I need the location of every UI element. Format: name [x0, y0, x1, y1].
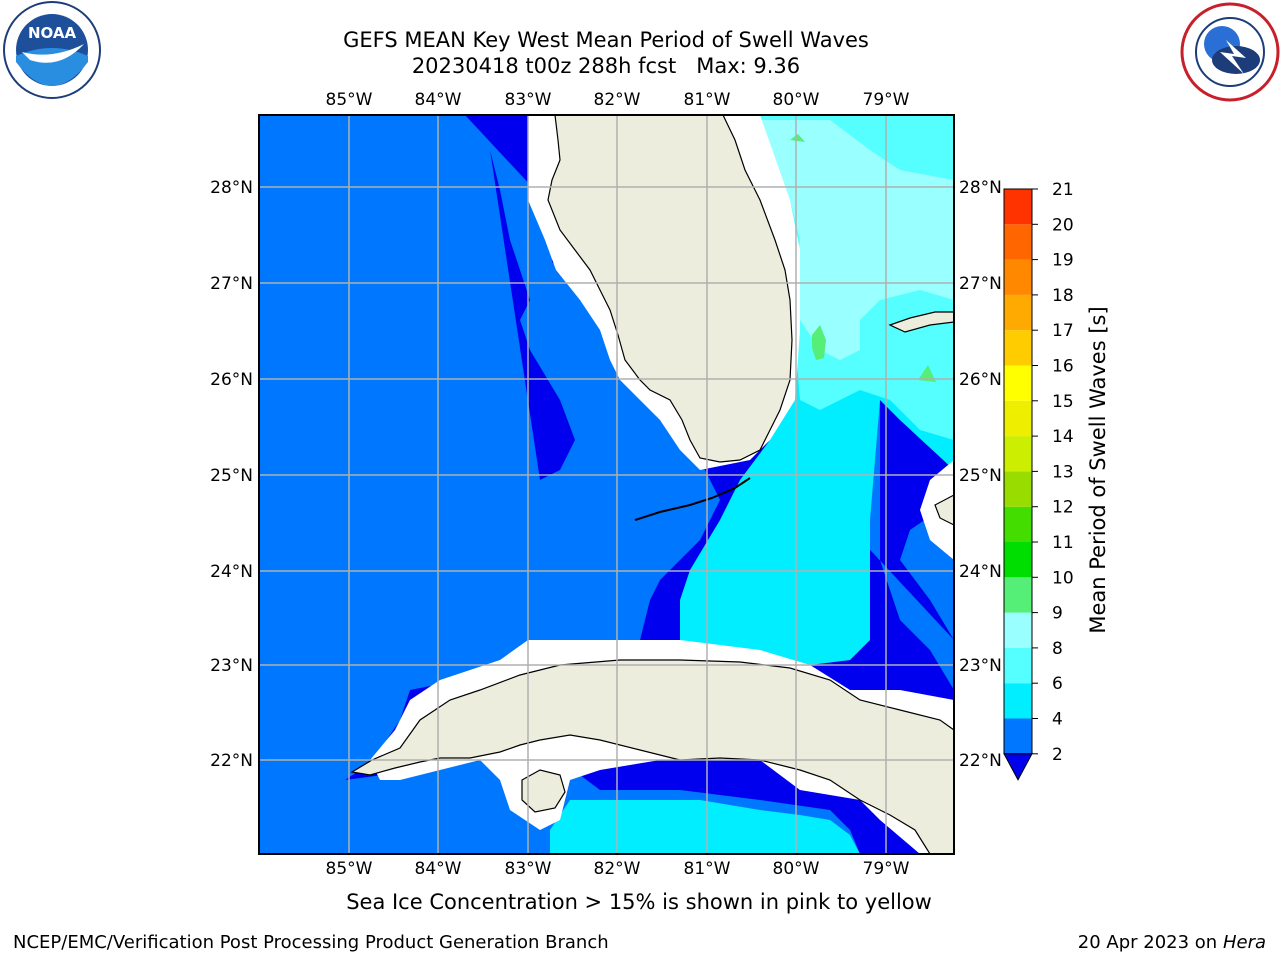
cuba-land	[350, 659, 954, 854]
colorbar-band	[1004, 718, 1032, 754]
bahamas-andros	[934, 494, 954, 526]
zone-9-10s-a	[812, 325, 826, 360]
lon-label-bottom: 82°W	[594, 859, 641, 879]
colorbar-tick-label: 9	[1052, 604, 1063, 624]
colorbar-band	[1004, 683, 1032, 719]
colorbar-band	[1004, 577, 1032, 613]
lat-label-right: 24°N	[959, 562, 1002, 582]
colorbar-band	[1004, 647, 1032, 684]
lat-labels-right: 28°N 27°N 26°N 25°N 24°N 23°N 22°N	[959, 178, 1002, 771]
lon-label-bottom: 80°W	[773, 859, 820, 879]
colorbar-band	[1004, 471, 1032, 507]
florida-land	[547, 115, 793, 463]
lon-label-top: 85°W	[326, 90, 373, 110]
zone-8-9s	[760, 120, 954, 360]
lat-label-left: 27°N	[210, 274, 253, 294]
lat-label-left: 23°N	[210, 656, 253, 676]
lon-label-top: 84°W	[415, 90, 462, 110]
colorbar-band	[1004, 612, 1032, 648]
colorbar-tick-label: 2	[1052, 745, 1063, 765]
lon-label-bottom: 85°W	[326, 859, 373, 879]
colorbar-band	[1004, 400, 1032, 437]
lon-labels-top: 85°W 84°W 83°W 82°W 81°W 80°W 79°W	[326, 90, 910, 110]
lon-label-bottom: 84°W	[415, 859, 462, 879]
chart-title-line2: 20230418 t00z 288h fcst Max: 9.36	[411, 54, 801, 78]
lon-label-top: 82°W	[594, 90, 641, 110]
lon-label-bottom: 81°W	[684, 859, 731, 879]
colorbar-band	[1004, 294, 1032, 331]
zone-4-6s-south	[550, 800, 860, 854]
footer-date: 20 Apr 2023 on Hera	[1078, 932, 1266, 953]
map-panel	[259, 115, 954, 854]
sea-ice-note: Sea Ice Concentration > 15% is shown in …	[346, 890, 932, 914]
colorbar-label: Mean Period of Swell Waves [s]	[1086, 306, 1110, 633]
lat-label-left: 24°N	[210, 562, 253, 582]
colorbar-band	[1004, 542, 1032, 578]
colorbar-tick-label: 21	[1052, 180, 1074, 200]
lon-label-bottom: 79°W	[863, 859, 910, 879]
colorbar-tick-label: 12	[1052, 498, 1074, 518]
chart-title-line1: GEFS MEAN Key West Mean Period of Swell …	[343, 28, 869, 52]
colorbar-tick-label: 8	[1052, 639, 1063, 659]
map-frame	[258, 114, 955, 855]
lat-label-left: 25°N	[210, 466, 253, 486]
lon-labels-bottom: 85°W 84°W 83°W 82°W 81°W 80°W 79°W	[326, 859, 910, 879]
lat-label-right: 27°N	[959, 274, 1002, 294]
colorbar-tick-label: 13	[1052, 462, 1074, 482]
colorbar-tick-label: 6	[1052, 674, 1063, 694]
footer-date-text: 20 Apr 2023 on	[1077, 932, 1223, 953]
florida-keys	[634, 477, 751, 521]
colorbar-band	[1004, 224, 1032, 260]
footer-branch: NCEP/EMC/Verification Post Processing Pr…	[13, 932, 609, 953]
colorbar-band	[1004, 365, 1032, 401]
lat-label-left: 22°N	[210, 751, 253, 771]
lon-label-bottom: 83°W	[505, 859, 552, 879]
zone-9-10s-c	[790, 134, 805, 142]
nws-logo	[1180, 2, 1280, 102]
colorbar-tick-label: 17	[1052, 321, 1074, 341]
noaa-logo-text: NOAA	[28, 24, 77, 42]
lon-label-top: 80°W	[773, 90, 820, 110]
colorbar-tick-label: 16	[1052, 357, 1074, 377]
colorbar-band	[1004, 330, 1032, 366]
lon-label-top: 81°W	[684, 90, 731, 110]
lat-labels-left: 28°N 27°N 26°N 25°N 24°N 23°N 22°N	[210, 178, 253, 771]
colorbar-extend-arrow	[1003, 753, 1033, 781]
colorbar-tick-label: 20	[1052, 215, 1074, 235]
graticule	[259, 115, 954, 854]
lat-label-left: 28°N	[210, 178, 253, 198]
colorbar-band	[1004, 189, 1032, 225]
lat-label-right: 26°N	[959, 370, 1002, 390]
noaa-logo: NOAA	[3, 1, 101, 99]
colorbar-band	[1004, 506, 1032, 542]
lon-label-top: 79°W	[863, 90, 910, 110]
colorbar-tick-label: 10	[1052, 568, 1074, 588]
colorbar: 2 4 6 8 9 10 11 12 13 14 15 16 17 18 19 20 21	[1003, 180, 1074, 781]
lat-label-right: 28°N	[959, 178, 1002, 198]
colorbar-tick-label: 14	[1052, 427, 1074, 447]
colorbar-band	[1004, 259, 1032, 295]
colorbar-tick-label: 15	[1052, 392, 1074, 412]
bahamas-land	[888, 311, 954, 333]
lon-label-top: 83°W	[505, 90, 552, 110]
lat-label-left: 26°N	[210, 370, 253, 390]
zone-9-10s-b	[918, 365, 936, 382]
colorbar-tick-label: 4	[1052, 710, 1063, 730]
isla-juventud	[521, 769, 566, 813]
colorbar-band	[1004, 436, 1032, 472]
footer-host: Hera	[1222, 932, 1266, 953]
colorbar-tick-label: 19	[1052, 251, 1074, 271]
colorbar-tick-label: 18	[1052, 286, 1074, 306]
lat-label-right: 25°N	[959, 466, 1002, 486]
lat-label-right: 22°N	[959, 751, 1002, 771]
colorbar-tick-label: 11	[1052, 533, 1074, 553]
lat-label-right: 23°N	[959, 656, 1002, 676]
